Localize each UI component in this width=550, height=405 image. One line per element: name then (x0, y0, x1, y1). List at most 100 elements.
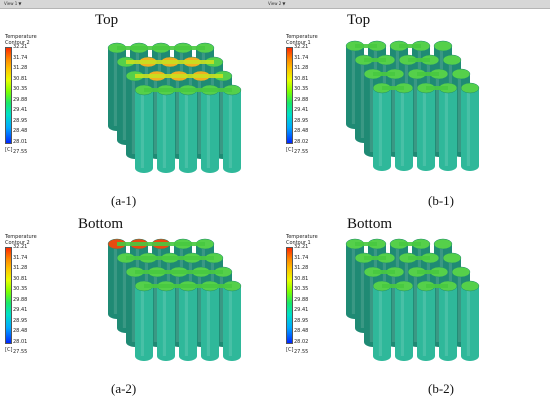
view-tab-1[interactable]: View 1 ▼ (4, 0, 21, 8)
legend-values: 32.21 31.74 31.28 30.81 30.35 29.88 29.41 28.95… (13, 245, 27, 361)
battery-cell (460, 280, 480, 361)
legend-tick-label: 31.74 (294, 254, 309, 261)
busbar-connector (166, 88, 188, 92)
busbar-connector (417, 72, 439, 76)
legend-tick-label: 30.81 (13, 275, 28, 282)
legend-values: 32.21 31.74 31.28 30.81 30.35 29.88 29.41 28.95… (294, 45, 308, 161)
legend-tick-label: 30.35 (294, 86, 309, 92)
legend-tick-label: 32.21 (294, 244, 309, 250)
legend-tick-label: 30.35 (13, 86, 28, 92)
battery-cell (394, 280, 414, 361)
legend-tick-label: 29.41 (13, 307, 28, 313)
busbar-connector (355, 242, 377, 246)
view-tab-2[interactable]: View 2 ▼ (268, 0, 285, 8)
legend-tick-label: 28.01 (13, 138, 28, 145)
legend-tick-label: 28.95 (294, 317, 309, 324)
panel-a2: Bottom Temperature Contour 2 32.21 31.74 3… (0, 208, 275, 405)
legend-tick-label: 32.21 (294, 44, 309, 50)
legend-tick-label: 31.28 (294, 265, 309, 271)
battery-pack-render (107, 238, 242, 361)
legend-tick-label: 32.21 (13, 244, 28, 250)
battery-pack-render (345, 40, 480, 171)
busbar-connector (210, 284, 232, 288)
busbar-connector (382, 86, 404, 90)
legend-tick-label: 28.02 (294, 138, 309, 145)
legend-values: 32.21 31.74 31.28 30.81 30.35 29.88 29.41 28.95… (13, 45, 27, 161)
battery-cell (178, 280, 198, 361)
temperature-legend: Temperature Contour 2 32.21 31.74 31.28 30.… (5, 34, 37, 154)
legend-tick-label: 30.81 (13, 75, 28, 82)
busbar-connector (192, 256, 214, 260)
chevron-down-icon[interactable]: ▼ (18, 1, 22, 6)
panel-caption: (b-1) (428, 193, 454, 208)
busbar-connector (417, 270, 439, 274)
legend-title: Temperature (5, 34, 37, 40)
battery-cell (394, 82, 414, 171)
legend-tick-label: 31.28 (294, 65, 309, 71)
legend-tick-label: 27.55 (13, 349, 28, 355)
legend-values: 32.21 31.74 31.28 30.81 30.35 29.88 29.41 28.95… (294, 245, 308, 361)
legend-tick-label: 27.55 (13, 149, 28, 155)
busbar-connector (144, 88, 166, 92)
busbar-connector (139, 46, 161, 50)
busbar-connector (148, 60, 170, 64)
legend-unit: [C] (286, 147, 294, 153)
legend-tick-label: 29.88 (294, 296, 309, 303)
busbar-connector (117, 242, 139, 246)
legend-tick-label: 30.81 (294, 75, 309, 82)
panel-b2: Bottom Temperature Contour 1 32.21 31.74 3… (275, 208, 550, 405)
panel-title: Bottom (78, 216, 124, 232)
busbar-connector (139, 242, 161, 246)
legend-tick-label: 30.35 (13, 286, 28, 292)
chevron-down-icon[interactable]: ▼ (282, 1, 286, 6)
busbar-connector (183, 46, 205, 50)
busbar-connector (188, 88, 210, 92)
legend-tick-label: 28.95 (13, 117, 28, 124)
color-scale-bar (286, 47, 293, 144)
battery-cell (200, 84, 220, 173)
legend-tick-label: 31.74 (13, 254, 28, 261)
legend-tick-label: 30.35 (294, 286, 309, 292)
panel-title: Top (347, 12, 371, 28)
legend-tick-label: 28.48 (13, 328, 28, 334)
busbar-connector (183, 242, 205, 246)
legend-title: Temperature (286, 34, 318, 40)
busbar-connector (192, 60, 214, 64)
battery-cell (372, 82, 392, 171)
busbar-connector (179, 74, 201, 78)
legend-tick-label: 29.41 (294, 107, 309, 113)
busbar-connector (161, 46, 183, 50)
panel-title: Top (95, 12, 119, 28)
busbar-connector (157, 74, 179, 78)
busbar-connector (170, 256, 192, 260)
legend-tick-label: 31.28 (13, 265, 28, 271)
busbar-connector (188, 284, 210, 288)
window-title-bar: View 1 ▼ View 2 ▼ (0, 0, 550, 9)
busbar-connector (399, 44, 421, 48)
busbar-connector (135, 270, 157, 274)
legend-tick-label: 31.74 (13, 54, 28, 61)
panel-b1: Top Temperature Contour 1 32.21 31.74 31.2… (275, 8, 550, 208)
busbar-connector (426, 86, 448, 90)
battery-cell (156, 280, 176, 361)
view-tab-label: View 1 (4, 1, 18, 6)
battery-pack-render (345, 238, 480, 361)
battery-cell (222, 84, 242, 173)
color-scale-bar (5, 47, 12, 144)
legend-tick-label: 28.95 (294, 117, 309, 124)
legend-tick-label: 29.88 (294, 96, 309, 103)
legend-tick-label: 31.28 (13, 65, 28, 71)
battery-cell (200, 280, 220, 361)
busbar-connector (117, 46, 139, 50)
busbar-connector (179, 270, 201, 274)
temperature-legend: Temperature Contour 1 32.21 31.74 31.28 30.… (286, 234, 318, 354)
busbar-connector (144, 284, 166, 288)
legend-tick-label: 31.74 (294, 54, 309, 61)
legend-tick-label: 28.48 (13, 128, 28, 134)
busbar-connector (399, 242, 421, 246)
panel-title: Bottom (347, 216, 393, 232)
legend-tick-label: 28.48 (294, 128, 309, 134)
busbar-connector (148, 256, 170, 260)
temperature-legend: Temperature Contour 1 32.21 31.74 31.28 30.… (286, 34, 318, 154)
battery-cell (178, 84, 198, 173)
